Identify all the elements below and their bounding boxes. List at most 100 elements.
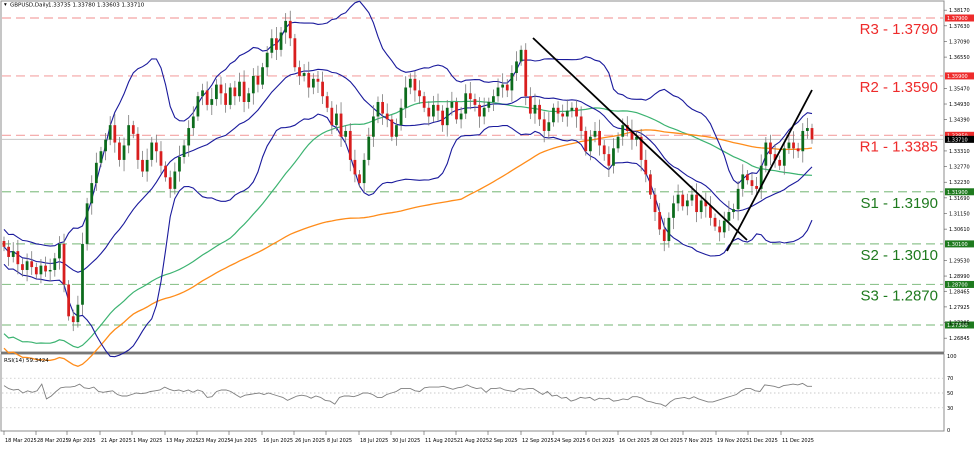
rsi-tick-label: 30 xyxy=(947,406,953,412)
bear-candle xyxy=(709,206,712,218)
date-tick-label: 1 May 2025 xyxy=(133,438,162,444)
bear-candle xyxy=(704,200,708,207)
bull-candle xyxy=(722,220,726,233)
bear-candle xyxy=(750,180,754,186)
bull-candle xyxy=(25,261,29,270)
bull-candle xyxy=(173,171,177,189)
price-tick-label: 1.34930 xyxy=(949,102,970,108)
bull-candle xyxy=(127,125,131,146)
price-tick-label: 1.35470 xyxy=(949,86,970,92)
bull-candle xyxy=(279,32,283,50)
bull-candle xyxy=(187,128,191,146)
bear-candle xyxy=(422,96,426,108)
price-tick-label: 1.32230 xyxy=(949,180,970,186)
bear-candle xyxy=(653,194,657,213)
bear-candle xyxy=(538,104,541,120)
bear-candle xyxy=(316,78,320,82)
bear-candle xyxy=(745,174,749,181)
bear-candle xyxy=(339,113,343,137)
trendlines xyxy=(532,37,813,252)
candles xyxy=(2,10,814,332)
uptrend-line[interactable] xyxy=(726,89,813,252)
bull-candle xyxy=(302,73,306,76)
bull-candle xyxy=(787,142,791,149)
rsi-line xyxy=(3,382,812,407)
date-tick-label: 16 Jun 2025 xyxy=(263,438,293,444)
bull-candle xyxy=(261,67,264,85)
bear-candle xyxy=(159,151,163,166)
bb-upper-band xyxy=(3,0,813,247)
bull-candle xyxy=(11,251,15,257)
bull-candle xyxy=(759,165,763,189)
level-price-tag xyxy=(945,14,974,22)
bull-candle xyxy=(432,104,435,117)
bull-candle xyxy=(727,212,731,221)
bear-candle xyxy=(325,96,329,108)
level-price-tag xyxy=(945,280,974,288)
bear-candle xyxy=(468,93,472,100)
bull-candle xyxy=(191,116,195,129)
bear-candle xyxy=(71,316,75,323)
bull-candle xyxy=(635,136,638,140)
level-label-r3: R3 - 1.3790 xyxy=(860,21,938,38)
bear-candle xyxy=(630,130,634,140)
bull-candle xyxy=(371,116,375,137)
bear-candle xyxy=(792,142,795,149)
chart-menu-arrow-icon[interactable]: ▾ xyxy=(4,2,7,8)
bull-candle xyxy=(519,49,523,62)
price-tick-label: 1.30610 xyxy=(949,227,970,233)
bear-candle xyxy=(602,145,606,155)
date-tick-label: 4 Jun 2025 xyxy=(230,438,257,444)
bear-candle xyxy=(205,90,209,105)
ma-green-line xyxy=(3,100,813,349)
level-price-tag-text: 1.37900 xyxy=(947,16,968,22)
bull-candle xyxy=(270,38,274,53)
bull-candle xyxy=(395,125,398,137)
bull-candle xyxy=(58,243,61,259)
bear-candle xyxy=(168,177,172,189)
bull-candle xyxy=(685,200,689,207)
bull-candle xyxy=(699,200,703,213)
bear-candle xyxy=(113,125,117,143)
bear-candle xyxy=(154,142,158,152)
bear-candle xyxy=(353,159,357,175)
bull-candle xyxy=(362,159,366,184)
bull-candle xyxy=(741,174,745,189)
date-tick-label: 6 Oct 2025 xyxy=(587,438,615,444)
bear-candle xyxy=(575,107,578,117)
bear-candle xyxy=(358,174,361,184)
bull-candle xyxy=(196,96,200,117)
level-price-tag-text: 1.31900 xyxy=(947,190,968,196)
bear-candle xyxy=(524,49,528,97)
bull-candle xyxy=(732,209,735,213)
bear-candle xyxy=(681,194,685,207)
date-tick-label: 13 May 2025 xyxy=(166,438,199,444)
bear-candle xyxy=(390,119,394,137)
bull-candle xyxy=(247,93,251,102)
bull-candle xyxy=(408,78,412,88)
downtrend-line[interactable] xyxy=(532,37,748,241)
rsi-panel-frame xyxy=(0,353,945,432)
date-tick-label: 1 Dec 2025 xyxy=(749,438,778,444)
bull-candle xyxy=(210,99,214,105)
bear-candle xyxy=(561,113,565,117)
bull-candle xyxy=(445,107,449,126)
bear-candle xyxy=(219,84,223,94)
bull-candle xyxy=(76,304,80,323)
bull-candle xyxy=(335,113,338,126)
bear-candle xyxy=(473,99,477,105)
bear-candle xyxy=(579,116,583,131)
bull-candle xyxy=(782,148,786,166)
bear-candle xyxy=(34,267,38,275)
date-tick-label: 11 Aug 2025 xyxy=(425,438,457,444)
bull-candle xyxy=(621,125,625,137)
current-price-tag-text: 1.33710 xyxy=(947,137,968,143)
price-axis: 1.379001.359001.338501.319001.301001.287… xyxy=(944,8,974,342)
price-tick-label: 1.27385 xyxy=(949,321,970,327)
date-tick-label: 28 Mar 2025 xyxy=(37,438,69,444)
bear-candle xyxy=(455,101,458,120)
bear-candle xyxy=(141,159,144,172)
bear-candle xyxy=(275,38,278,50)
bull-candle xyxy=(533,104,537,114)
bear-candle xyxy=(713,217,717,227)
